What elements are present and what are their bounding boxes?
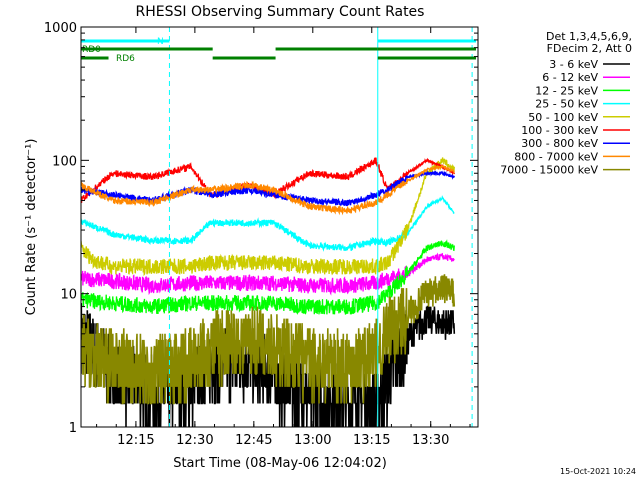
legend-entry-label: 300 - 800 keV [521,137,598,150]
timestamp: 15-Oct-2021 10:24 [560,467,636,476]
legend: Det 1,3,4,5,6,9,FDecim 2, Att 0 3 - 6 keV… [500,30,632,177]
x-tick-label: 12:45 [235,433,272,448]
series-line-8 [81,274,456,405]
legend-header-line: FDecim 2, Att 0 [547,42,632,55]
legend-entry-label: 100 - 300 keV [521,124,598,137]
x-tick-label: 13:30 [412,433,449,448]
y-tick-label: 1 [69,421,77,436]
legend-entry-label: 12 - 25 keV [535,84,598,97]
flag-label: RD6 [116,54,135,64]
series-line-2 [81,239,455,315]
y-tick-label: 1000 [44,21,77,36]
series-line-4 [81,157,455,277]
flag-bars: RD0 RD6 N [81,37,477,64]
x-tick-label: 13:00 [294,433,331,448]
plot-frame [80,26,479,428]
y-tick-label: 100 [52,154,77,169]
flag-label: RD0 [82,45,101,55]
x-tick-label: 13:15 [353,433,390,448]
legend-entry-label: 50 - 100 keV [528,111,598,124]
series-line-3 [81,195,455,252]
chart-title: RHESSI Observing Summary Count Rates [136,4,425,20]
y-axis-label: Count Rate (s⁻¹ detector⁻¹) [24,139,39,316]
legend-entry-label: 800 - 7000 keV [514,150,598,163]
y-axis: 1 10 100 1000 [44,21,478,436]
x-axis: 12:15 12:30 12:45 13:00 13:15 13:30 [96,27,471,448]
series-line-7 [81,164,455,216]
legend-header-line: Det 1,3,4,5,6,9, [546,30,632,43]
flag-label: N [157,37,164,47]
legend-entry-label: 25 - 50 keV [535,98,598,111]
series-marks [81,27,473,427]
x-axis-label: Start Time (08-May-06 12:04:02) [173,456,387,471]
legend-entry-label: 3 - 6 keV [549,58,598,71]
y-tick-label: 10 [60,288,77,303]
legend-entry-label: 7000 - 15000 keV [500,164,598,177]
x-tick-label: 12:15 [117,433,154,448]
x-tick-label: 12:30 [176,433,213,448]
legend-entry-label: 6 - 12 keV [542,71,598,84]
